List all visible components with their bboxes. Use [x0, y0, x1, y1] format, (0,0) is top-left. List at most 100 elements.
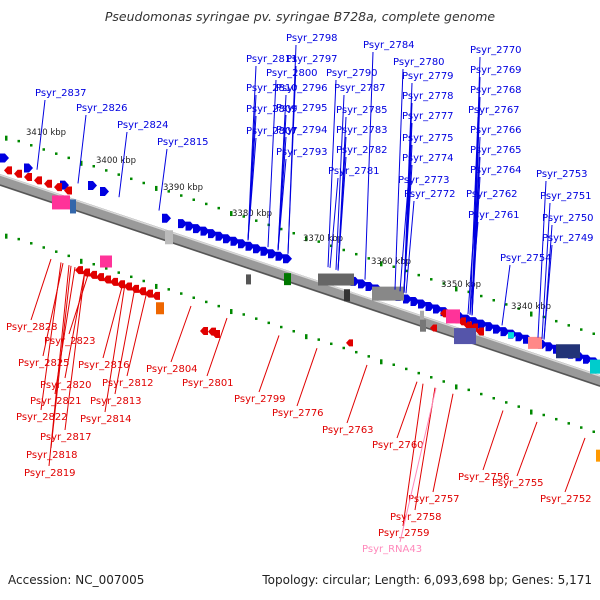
reverse-leader-line	[30, 258, 52, 321]
rna-gene-label: Psyr_RNA43	[362, 544, 422, 555]
forward-gene-label: Psyr_2773	[398, 175, 450, 186]
forward-gene-label: Psyr_2790	[326, 68, 378, 79]
reverse-gene-arrow	[152, 291, 160, 300]
reverse-gene-arrow	[24, 173, 32, 182]
reverse-gene-label: Psyr_2760	[372, 440, 424, 451]
forward-gene-label: Psyr_2824	[117, 120, 169, 131]
reverse-leader-line	[114, 287, 136, 395]
tick-lower	[355, 350, 358, 354]
forward-gene-label: Psyr_2815	[157, 137, 209, 148]
forward-gene-label: Psyr_2778	[402, 91, 454, 102]
tick-lower	[442, 380, 445, 383]
tick-upper	[505, 303, 508, 306]
feature-box	[156, 302, 164, 315]
forward-gene-label: Psyr_2769	[470, 65, 522, 76]
tick-lower	[217, 304, 220, 308]
tick-upper	[517, 307, 520, 310]
scale-label: 3380 kbp	[232, 209, 272, 219]
reverse-gene-arrow	[103, 275, 111, 284]
tick-lower	[117, 271, 120, 274]
forward-gene-label: Psyr_2775	[402, 133, 454, 144]
tick-upper	[555, 319, 558, 323]
forward-gene-label: Psyr_2750	[542, 213, 594, 224]
reverse-gene-label: Psyr_2820	[40, 380, 92, 391]
tick-lower	[305, 334, 308, 340]
reverse-gene-label: Psyr_2813	[90, 396, 142, 407]
tick-upper	[417, 273, 420, 277]
tick-upper	[242, 215, 245, 218]
tick-upper	[567, 324, 570, 327]
forward-leader-line	[337, 156, 347, 271]
tick-upper	[130, 177, 133, 181]
tick-upper	[455, 286, 458, 292]
tick-upper	[492, 298, 495, 302]
forward-leader-line	[77, 114, 87, 184]
forward-leader-line	[403, 164, 413, 293]
forward-gene-arrow	[245, 241, 255, 251]
tick-upper	[167, 190, 170, 193]
reverse-leader-line	[346, 364, 368, 424]
feature-box	[246, 274, 251, 285]
tick-lower	[330, 342, 333, 346]
forward-gene-arrow	[260, 246, 270, 256]
forward-leader-line	[329, 177, 339, 268]
forward-gene-label: Psyr_2796	[276, 83, 328, 94]
tick-upper	[580, 328, 583, 331]
forward-gene-arrow	[268, 249, 277, 259]
forward-gene-label: Psyr_2762	[466, 189, 518, 200]
reverse-gene-arrow	[14, 169, 22, 178]
feature-box	[590, 359, 600, 374]
reverse-gene-label: Psyr_2828	[6, 322, 58, 333]
reverse-gene-arrow	[89, 270, 97, 279]
tick-lower	[517, 405, 520, 408]
tick-lower	[55, 250, 58, 253]
tick-lower	[580, 426, 583, 429]
tick-upper	[342, 248, 345, 252]
tick-lower	[505, 401, 508, 404]
reverse-leader-line	[170, 305, 192, 363]
reverse-leader-line	[296, 348, 318, 407]
forward-gene-arrow	[500, 327, 510, 337]
tick-lower	[267, 321, 270, 325]
tick-upper	[155, 185, 158, 191]
tick-upper	[55, 152, 58, 155]
feature-box	[446, 309, 460, 324]
reverse-leader-line	[104, 283, 126, 413]
forward-gene-label: Psyr_2770	[470, 45, 522, 56]
scale-label: 3340 kbp	[511, 302, 551, 312]
forward-gene-label: Psyr_2795	[276, 103, 328, 114]
forward-gene-label: Psyr_2768	[470, 85, 522, 96]
reverse-leader-line	[206, 317, 228, 377]
tick-lower	[92, 262, 95, 266]
tick-lower	[80, 258, 83, 264]
forward-gene-arrow	[208, 229, 217, 239]
tick-upper	[292, 231, 295, 235]
forward-gene-arrow	[185, 221, 195, 231]
tick-lower	[567, 422, 570, 425]
feature-box	[420, 310, 424, 323]
rna-leader-line	[399, 387, 437, 543]
tick-upper	[367, 257, 370, 260]
reverse-gene-label: Psyr_2776	[272, 408, 324, 419]
tick-upper	[105, 169, 108, 172]
reverse-gene-arrow	[117, 280, 125, 289]
tick-upper	[117, 173, 120, 176]
forward-gene-label: Psyr_2800	[266, 68, 318, 79]
reverse-leader-line	[40, 262, 62, 411]
tick-lower	[17, 237, 20, 241]
tick-upper	[467, 290, 470, 294]
page-title: Pseudomonas syringae pv. syringae B728a,…	[104, 9, 496, 24]
reverse-gene-arrow	[464, 321, 472, 330]
tick-upper	[30, 144, 33, 147]
forward-leader-line	[277, 158, 287, 251]
forward-gene-label: Psyr_2782	[336, 145, 388, 156]
forward-leader-line	[543, 244, 553, 340]
reverse-gene-label: Psyr_2752	[540, 494, 592, 505]
forward-leader-line	[118, 131, 128, 198]
forward-gene-arrow	[583, 354, 592, 364]
tick-upper	[530, 311, 533, 317]
forward-gene-arrow	[223, 234, 232, 244]
forward-gene-arrow	[425, 302, 435, 312]
tick-lower	[592, 430, 595, 433]
